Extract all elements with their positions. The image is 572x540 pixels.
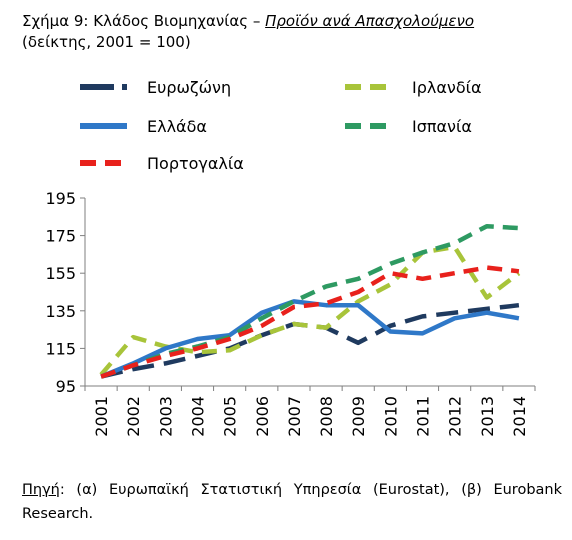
legend-label: Ιρλανδία [412, 78, 482, 97]
title-plain: Κλάδος Βιομηχανίας – [93, 12, 261, 30]
figure-label: Σχήμα 9: [22, 12, 89, 30]
figure-subtitle: (δείκτης, 2001 = 100) [22, 33, 191, 51]
x-tick-label: 2009 [349, 396, 368, 437]
x-tick-label: 2010 [381, 396, 400, 437]
y-tick-label: 135 [45, 302, 76, 321]
x-tick-label: 2006 [253, 396, 272, 437]
x-tick-label: 2012 [446, 396, 465, 437]
legend-label: Ευρωζώνη [147, 78, 231, 97]
legend: Ευρωζώνη Ιρλανδία Ελλάδα Ισπανία Πορτογαλία [80, 78, 482, 173]
source-label: Πηγή [22, 482, 60, 498]
y-tick-label: 195 [45, 189, 76, 208]
source-text: : (α) Ευρωπαϊκή Στατιστική Υπηρεσία (Eur… [22, 482, 562, 522]
series-lines [99, 223, 521, 379]
legend-label: Πορτογαλία [147, 154, 244, 173]
x-tick-label: 2004 [189, 396, 208, 437]
x-tick-label: 2002 [124, 396, 143, 437]
y-tick-label: 175 [45, 227, 76, 246]
x-tick-label: 2001 [92, 396, 111, 437]
legend-label: Ελλάδα [147, 117, 207, 136]
y-tick-label: 155 [45, 264, 76, 283]
source-note: Πηγή: (α) Ευρωπαϊκή Στατιστική Υπηρεσία … [22, 478, 562, 526]
x-tick-label: 2005 [221, 396, 240, 437]
legend-label: Ισπανία [412, 117, 472, 136]
series-line-Ευρωζώνη [100, 302, 520, 379]
series-line-Πορτογαλία [100, 265, 520, 379]
x-tick-label: 2003 [156, 396, 175, 437]
figure-title: Σχήμα 9: Κλάδος Βιομηχανίας – Προϊόν ανά… [22, 12, 474, 31]
y-tick-label: 95 [56, 377, 76, 396]
title-italic: Προϊόν ανά Απασχολούμενο [265, 12, 475, 30]
x-tick-label: 2013 [478, 396, 497, 437]
x-tick-label: 2007 [285, 396, 304, 437]
x-tick-label: 2008 [317, 396, 336, 437]
x-tick-label: 2011 [414, 396, 433, 437]
axes: 95 115 135 155 175 195 2001 2002 2003 2004 2005 200… [45, 189, 536, 437]
x-tick-label: 2014 [510, 396, 529, 437]
y-tick-label: 115 [45, 339, 76, 358]
